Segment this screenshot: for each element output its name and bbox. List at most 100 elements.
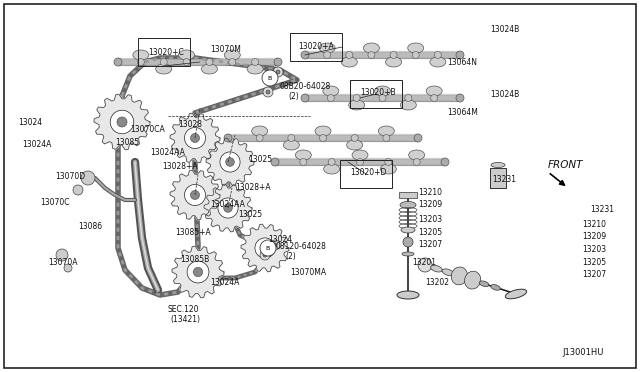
Ellipse shape: [409, 150, 425, 160]
Ellipse shape: [368, 51, 375, 58]
Text: 13205: 13205: [418, 228, 442, 237]
Text: 13231: 13231: [590, 205, 614, 214]
Circle shape: [260, 244, 269, 252]
Polygon shape: [94, 94, 150, 150]
Circle shape: [255, 238, 275, 258]
Ellipse shape: [323, 86, 339, 96]
Ellipse shape: [319, 135, 326, 141]
Circle shape: [263, 253, 267, 257]
Text: 13020+B: 13020+B: [360, 88, 396, 97]
Text: 13028+A: 13028+A: [235, 183, 271, 192]
Circle shape: [276, 70, 280, 74]
Circle shape: [262, 70, 278, 86]
Circle shape: [456, 94, 464, 102]
Ellipse shape: [353, 94, 360, 102]
Ellipse shape: [413, 158, 420, 166]
Ellipse shape: [408, 43, 424, 53]
Ellipse shape: [179, 50, 195, 60]
Ellipse shape: [319, 43, 335, 53]
Ellipse shape: [347, 140, 363, 150]
Circle shape: [81, 171, 95, 185]
Circle shape: [193, 267, 203, 277]
Text: 13207: 13207: [418, 240, 442, 249]
Circle shape: [73, 185, 83, 195]
Text: 13070C: 13070C: [40, 198, 70, 207]
Text: 13064M: 13064M: [447, 108, 478, 117]
Text: B: B: [266, 246, 270, 250]
Ellipse shape: [341, 57, 357, 67]
Bar: [399, 192, 417, 198]
Circle shape: [218, 198, 238, 218]
Ellipse shape: [491, 285, 500, 290]
Ellipse shape: [385, 158, 392, 166]
Circle shape: [301, 51, 309, 59]
Circle shape: [191, 190, 200, 199]
Bar: [340, 160, 392, 188]
Text: 13064N: 13064N: [447, 58, 477, 67]
Text: 13085+A: 13085+A: [175, 228, 211, 237]
Ellipse shape: [400, 202, 416, 208]
Ellipse shape: [224, 50, 240, 60]
Ellipse shape: [465, 271, 481, 289]
Text: 13024A: 13024A: [210, 278, 239, 287]
Text: 13202: 13202: [425, 278, 449, 287]
Polygon shape: [170, 113, 220, 163]
Ellipse shape: [380, 164, 396, 174]
Text: 13070M: 13070M: [210, 45, 241, 54]
Circle shape: [191, 134, 200, 142]
Text: 13070D: 13070D: [55, 172, 85, 181]
Ellipse shape: [374, 86, 390, 96]
Text: 13210: 13210: [418, 188, 442, 197]
Ellipse shape: [324, 164, 340, 174]
Polygon shape: [172, 246, 224, 298]
Ellipse shape: [491, 163, 505, 167]
Circle shape: [220, 152, 240, 172]
Ellipse shape: [402, 252, 414, 256]
Circle shape: [260, 250, 270, 260]
Text: 13207: 13207: [582, 270, 606, 279]
Ellipse shape: [284, 140, 300, 150]
Text: 13070A: 13070A: [48, 258, 77, 267]
Ellipse shape: [202, 64, 218, 74]
Text: 13086: 13086: [78, 222, 102, 231]
Text: 13024A: 13024A: [22, 140, 51, 149]
Text: (13421): (13421): [170, 315, 200, 324]
Circle shape: [266, 90, 270, 94]
Ellipse shape: [324, 51, 331, 58]
Ellipse shape: [401, 100, 417, 110]
Ellipse shape: [378, 126, 394, 136]
Text: J13001HU: J13001HU: [562, 348, 604, 357]
Text: 13020+D: 13020+D: [350, 168, 387, 177]
Circle shape: [260, 240, 276, 256]
Polygon shape: [206, 138, 254, 186]
Ellipse shape: [252, 126, 268, 136]
Ellipse shape: [397, 291, 419, 299]
Text: (2): (2): [285, 252, 296, 261]
Ellipse shape: [379, 94, 386, 102]
Ellipse shape: [451, 267, 467, 285]
Text: FRONT: FRONT: [548, 160, 584, 170]
Text: 13020+C: 13020+C: [148, 48, 184, 57]
Ellipse shape: [401, 227, 415, 233]
Circle shape: [117, 117, 127, 127]
Ellipse shape: [356, 158, 364, 166]
Ellipse shape: [364, 43, 380, 53]
Bar: [350, 80, 402, 108]
Ellipse shape: [295, 150, 311, 160]
Ellipse shape: [405, 94, 412, 102]
Text: 13209: 13209: [582, 232, 606, 241]
Circle shape: [184, 185, 205, 205]
Text: 13205: 13205: [582, 258, 606, 267]
Ellipse shape: [288, 135, 295, 141]
Ellipse shape: [138, 58, 145, 65]
Ellipse shape: [256, 135, 263, 141]
Text: 13203: 13203: [418, 215, 442, 224]
Ellipse shape: [431, 94, 438, 102]
Text: 08120-64028: 08120-64028: [276, 242, 327, 251]
Ellipse shape: [206, 58, 213, 65]
Ellipse shape: [506, 289, 527, 299]
Circle shape: [110, 110, 134, 134]
Circle shape: [271, 158, 279, 166]
Text: 13024AA: 13024AA: [150, 148, 185, 157]
Circle shape: [224, 134, 232, 142]
